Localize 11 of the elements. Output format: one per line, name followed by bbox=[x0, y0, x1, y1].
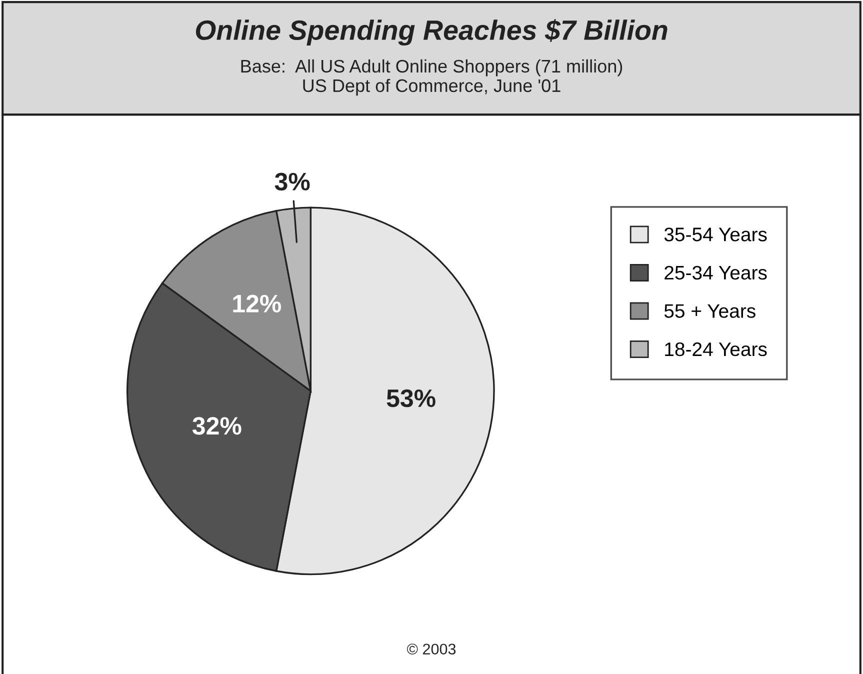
legend-label: 55 + Years bbox=[664, 304, 756, 318]
legend-label: 35-54 Years bbox=[664, 228, 767, 242]
chart-title: Online Spending Reaches $7 Billion bbox=[196, 19, 668, 46]
text: © 2003 bbox=[406, 644, 456, 655]
legend-label: 25-34 Years bbox=[664, 266, 767, 280]
data-label: 32% bbox=[192, 417, 242, 435]
data-label: 53% bbox=[386, 389, 436, 408]
legend-label: 18-24 Years bbox=[665, 342, 767, 356]
chart-subtitle: Base: All US Adult Online Shoppers (71 million) US Dept of Commerce, June '01 bbox=[241, 59, 622, 96]
data-label: 12% bbox=[233, 294, 282, 312]
data-label: 3% bbox=[274, 172, 310, 191]
